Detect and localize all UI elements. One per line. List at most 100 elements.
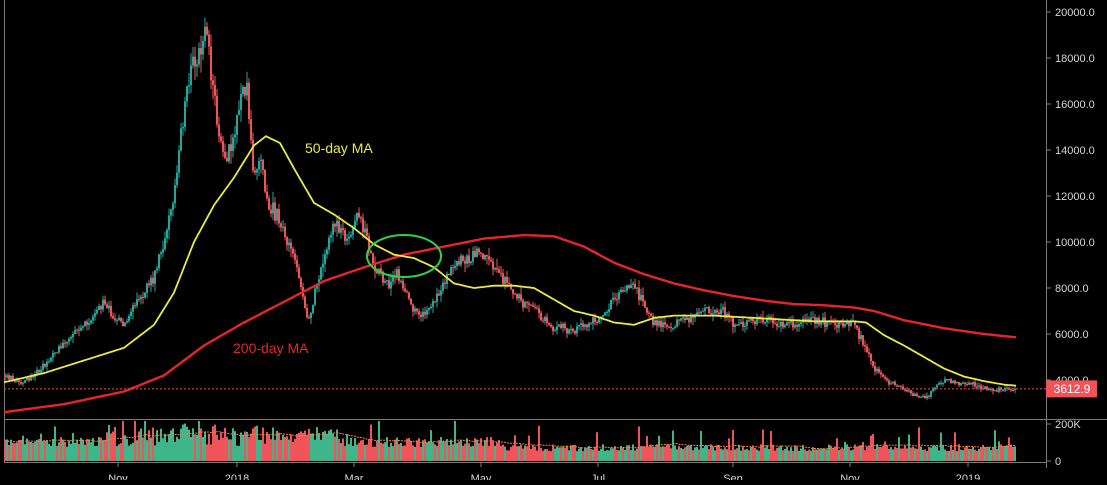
candle-body [46, 361, 48, 367]
candle-body [836, 324, 838, 328]
volume-bar [862, 442, 864, 461]
volume-bar [16, 442, 18, 461]
price-tick-label: 10000.0 [1055, 237, 1095, 249]
volume-bar [838, 450, 840, 461]
volume-bar [496, 442, 498, 461]
volume-bar [228, 439, 230, 461]
volume-bar [96, 445, 98, 461]
volume-bar [860, 445, 862, 461]
volume-bar [664, 446, 666, 461]
volume-bar [376, 440, 378, 461]
volume-bar [162, 438, 164, 461]
candle-body [662, 322, 664, 328]
volume-bar [106, 432, 108, 461]
volume-bar [672, 430, 674, 461]
candle-body [868, 352, 870, 354]
volume-bar [746, 448, 748, 461]
volume-bar [648, 446, 650, 461]
price-tick-label: 18000.0 [1055, 53, 1095, 65]
candle-body [976, 386, 978, 388]
volume-bar [100, 437, 102, 461]
volume-bar [472, 445, 474, 461]
price-axis[interactable]: 20000.0 18000.0 16000.0 14000.0 12000.0 10000… [1046, 7, 1095, 387]
candle-body [998, 387, 1000, 392]
candle-body [426, 309, 428, 315]
candle-body [264, 169, 266, 192]
volume-bar [524, 445, 526, 461]
candle-body [254, 170, 256, 173]
candle-body [56, 352, 58, 354]
volume-tick-label: 0 [1055, 456, 1061, 468]
candle-body [468, 255, 470, 264]
candle-body [634, 283, 636, 289]
candle-body [686, 317, 688, 320]
candle-body [136, 299, 138, 306]
candle-body [478, 248, 480, 253]
candle-body [124, 322, 126, 327]
candle-body [484, 254, 486, 260]
volume-axis[interactable]: 200K 0 [1046, 419, 1081, 468]
candle-body [324, 254, 326, 264]
candle-body [582, 323, 584, 327]
candle-body [228, 144, 230, 162]
candle-body [306, 307, 308, 318]
candle-body [42, 363, 44, 370]
candle-body [330, 234, 332, 238]
candle-body [620, 289, 622, 293]
candle-body [500, 272, 502, 274]
price-pane[interactable]: 50-day MA 200-day MA [3, 17, 1046, 414]
volume-bar [380, 442, 382, 461]
volume-bar [494, 445, 496, 461]
candle-body [70, 337, 72, 339]
volume-bar [432, 442, 434, 461]
volume-bar [554, 448, 556, 461]
volume-bar [964, 447, 966, 461]
time-tick-label: Nov [108, 473, 128, 480]
candle-body [146, 283, 148, 293]
candle-body [284, 226, 286, 238]
candle-body [376, 271, 378, 274]
candle-body [658, 320, 660, 326]
candle-body [770, 316, 772, 319]
candle-body [902, 386, 904, 390]
volume-bar [186, 426, 188, 461]
candle-body [822, 317, 824, 323]
candle-body [886, 378, 888, 381]
candle-body [30, 375, 32, 381]
candle-body [94, 313, 96, 317]
candle-body [322, 263, 324, 268]
volume-bar [510, 446, 512, 461]
candle-body [734, 324, 736, 327]
volume-bar [360, 440, 362, 461]
candle-body [432, 301, 434, 307]
candle-body [534, 306, 536, 308]
candle-body [276, 209, 278, 221]
volume-bar [182, 424, 184, 461]
volume-bar [920, 446, 922, 461]
volume-bar [264, 443, 266, 461]
volume-bar [414, 446, 416, 461]
candle-body [790, 320, 792, 323]
candle-body [190, 65, 192, 86]
candle-body [326, 249, 328, 255]
candle-body [826, 322, 828, 327]
volume-bar [128, 445, 130, 461]
volume-bar [278, 432, 280, 461]
candle-body [246, 82, 248, 96]
candle-body [12, 375, 14, 380]
volume-bar [450, 439, 452, 461]
candle-body [338, 220, 340, 233]
candle-body [248, 82, 250, 120]
candle-body [890, 383, 892, 385]
volume-bar [206, 444, 208, 461]
candle-body [104, 299, 106, 305]
volume-bar [942, 445, 944, 461]
volume-pane[interactable] [4, 421, 1016, 461]
candle-body [488, 256, 490, 260]
volume-bar [76, 439, 78, 461]
volume-bar [124, 435, 126, 461]
candle-body [116, 319, 118, 321]
candle-body [858, 328, 860, 339]
